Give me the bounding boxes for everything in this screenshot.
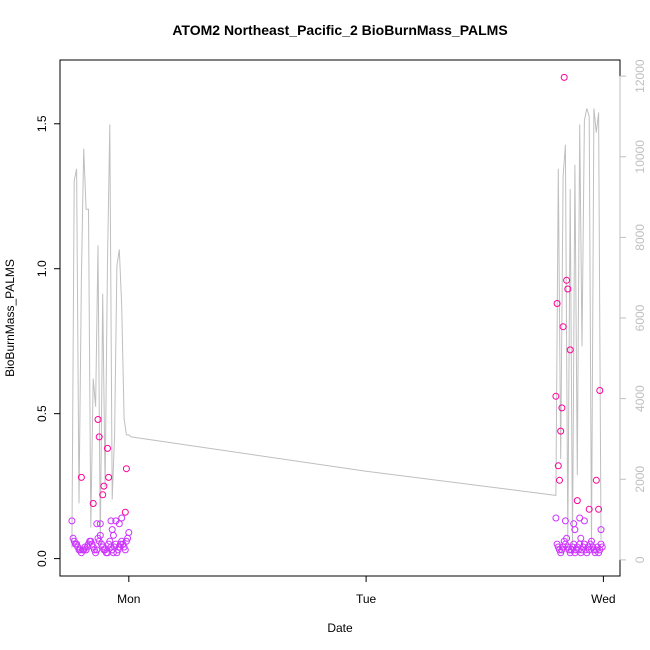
y-tick-label: 0.5	[35, 405, 49, 422]
data-point	[580, 517, 588, 525]
data-point	[559, 323, 567, 331]
data-point	[118, 514, 126, 522]
data-point	[125, 529, 133, 536]
y2-tick-label: 10000	[633, 140, 647, 174]
data-point	[556, 476, 563, 484]
data-point	[563, 276, 571, 284]
data-point	[571, 526, 579, 534]
data-point	[552, 514, 560, 522]
x-axis: Mon Tue Wed	[117, 575, 616, 606]
data-point	[89, 500, 97, 507]
y-axis-label: BioBurnMass_PALMS	[3, 259, 17, 377]
y2-tick-label: 4000	[633, 385, 647, 412]
y-tick-label: 0.0	[35, 550, 49, 567]
data-point	[105, 473, 113, 481]
data-point	[561, 517, 569, 525]
data-point	[109, 531, 117, 539]
data-point	[598, 543, 606, 551]
secondary-series-line	[71, 108, 602, 548]
data-point	[121, 508, 129, 516]
data-point	[93, 520, 101, 528]
data-point	[93, 546, 101, 554]
y2-tick-label: 2000	[633, 466, 647, 493]
data-point	[107, 517, 115, 525]
data-point	[597, 526, 605, 534]
data-point	[95, 433, 103, 441]
y2-tick-label: 0	[633, 556, 647, 563]
scatter-points	[68, 73, 606, 557]
data-point	[121, 546, 129, 554]
data-point	[552, 392, 560, 400]
y-tick-label: 1.5	[35, 115, 49, 132]
data-point	[553, 300, 561, 307]
data-point	[77, 473, 85, 481]
chart-title: ATOM2 Northeast_Pacific_2 BioBurnMass_PA…	[172, 22, 507, 38]
data-point	[96, 520, 104, 528]
data-point	[563, 534, 571, 542]
data-point	[108, 526, 116, 534]
data-point	[592, 476, 600, 484]
data-point	[573, 497, 581, 505]
y2-axis: 0 2000 4000 6000 8000 10000 12000	[619, 59, 647, 563]
data-point	[570, 520, 578, 528]
data-point	[557, 427, 565, 435]
data-point	[577, 534, 585, 542]
x-tick-label: Tue	[356, 592, 377, 606]
y-axis: 0.0 0.5 1.0 1.5	[35, 115, 61, 567]
data-point	[122, 465, 130, 473]
data-point	[558, 404, 566, 412]
x-axis-label: Date	[327, 621, 353, 635]
x-tick-label: Wed	[591, 592, 615, 606]
data-point	[554, 462, 562, 470]
data-point	[68, 517, 76, 525]
data-point	[104, 444, 111, 452]
data-point	[115, 520, 123, 528]
data-point	[585, 505, 593, 513]
y2-tick-label: 12000	[633, 59, 647, 93]
data-point	[94, 416, 102, 423]
data-point	[564, 285, 572, 293]
y2-tick-label: 6000	[633, 304, 647, 331]
data-point	[596, 387, 604, 394]
data-point	[100, 482, 108, 490]
data-point	[99, 491, 107, 499]
y2-tick-label: 8000	[633, 224, 647, 251]
secondary-line	[71, 108, 602, 548]
data-point	[96, 531, 104, 539]
y-tick-label: 1.0	[35, 260, 49, 277]
plot-frame	[59, 59, 621, 577]
x-tick-label: Mon	[117, 592, 140, 606]
data-point	[595, 505, 603, 513]
data-point	[560, 73, 568, 81]
data-point	[566, 346, 574, 354]
